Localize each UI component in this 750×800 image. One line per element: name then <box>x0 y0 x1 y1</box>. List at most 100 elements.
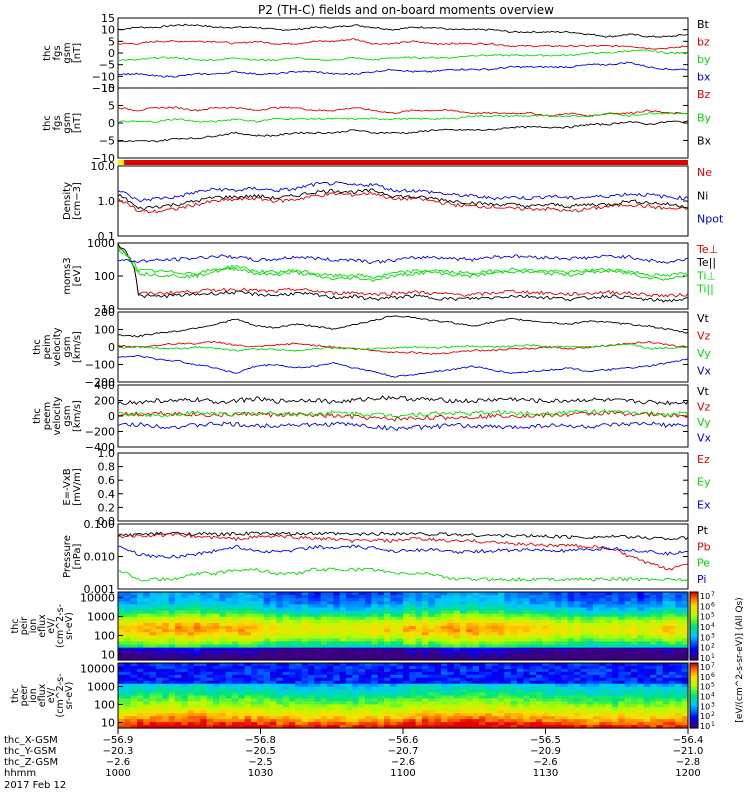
heatmap-cell <box>662 656 670 661</box>
heatmap-cell <box>536 698 543 702</box>
heatmap-cell <box>441 604 448 609</box>
heatmap-cell <box>390 692 398 697</box>
heatmap-cell <box>244 601 252 605</box>
heatmap-cell <box>358 644 366 649</box>
heatmap-cell <box>314 698 322 702</box>
heatmap-cell <box>415 638 423 643</box>
heatmap-cell <box>403 686 410 691</box>
heatmap-cell <box>466 613 474 618</box>
heatmap-cell <box>542 665 550 670</box>
heatmap-cell <box>270 601 277 605</box>
heatmap-cell <box>403 689 410 694</box>
heatmap-cell <box>460 610 467 615</box>
heatmap-cell <box>263 644 271 649</box>
heatmap-cell <box>130 613 138 618</box>
heatmap-cell <box>295 698 303 702</box>
heatmap-cell <box>181 626 189 630</box>
heatmap-cell <box>460 683 467 688</box>
heatmap-cell <box>650 713 657 717</box>
heatmap-cell <box>257 680 265 685</box>
colorbar-step-bottom <box>690 705 698 708</box>
heatmap-cell <box>605 610 613 615</box>
heatmap-cell <box>168 610 176 615</box>
heatmap-cell <box>428 632 436 636</box>
heatmap-cell <box>377 695 385 700</box>
heatmap-cell <box>194 647 201 652</box>
heatmap-cell <box>472 641 480 646</box>
heatmap-cell <box>137 647 144 652</box>
heatmap-cell <box>643 616 651 621</box>
heatmap-cell <box>358 641 366 646</box>
heatmap-cell <box>352 626 360 630</box>
heatmap-cell <box>301 665 309 670</box>
heatmap-cell <box>295 622 303 627</box>
heatmap-cell <box>485 644 493 649</box>
heatmap-cell <box>232 680 239 685</box>
heatmap-cell <box>162 725 170 729</box>
heatmap-cell <box>555 607 562 612</box>
heatmap-cell <box>358 622 366 627</box>
heatmap-cell <box>168 650 176 655</box>
legend-label: Vx <box>697 365 712 378</box>
heatmap-cell <box>523 674 531 679</box>
heatmap-cell <box>409 598 417 602</box>
heatmap-cell <box>339 592 347 596</box>
heatmap-cell <box>282 595 290 599</box>
y-tick-label: 0 <box>108 117 115 130</box>
heatmap-cell <box>548 725 556 729</box>
heatmap-cell <box>175 601 182 605</box>
heatmap-cell <box>358 698 366 702</box>
heatmap-cell <box>529 707 537 711</box>
heatmap-cell <box>479 713 486 717</box>
heatmap-cell <box>460 698 467 702</box>
heatmap-cell <box>358 613 366 618</box>
heatmap-cell <box>529 719 537 723</box>
heatmap-cell <box>561 641 569 646</box>
heatmap-cell <box>453 656 461 661</box>
heatmap-cell <box>479 665 486 670</box>
heatmap-cell <box>295 641 303 646</box>
heatmap-cell <box>618 713 626 717</box>
heatmap-cell <box>162 707 170 711</box>
heatmap-cell <box>232 598 239 602</box>
heatmap-cell <box>498 716 505 720</box>
heatmap-cell <box>251 616 258 621</box>
heatmap-cell <box>510 647 518 652</box>
y-tick-label: 0 <box>108 47 115 60</box>
heatmap-cell <box>523 668 531 673</box>
heatmap-cell <box>605 704 613 708</box>
heatmap-cell <box>428 647 436 652</box>
heatmap-cell <box>238 635 246 639</box>
heatmap-cell <box>479 710 486 714</box>
heatmap-cell <box>599 719 607 723</box>
colorbar-step-top <box>690 593 698 596</box>
heatmap-cell <box>612 638 619 643</box>
heatmap-cell <box>263 713 271 717</box>
heatmap-cell <box>396 686 404 691</box>
heatmap-cell <box>631 607 638 612</box>
heatmap-cell <box>491 719 499 723</box>
heatmap-cell <box>593 622 600 627</box>
heatmap-cell <box>175 701 182 705</box>
heatmap-cell <box>574 663 581 667</box>
heatmap-cell <box>327 704 334 708</box>
heatmap-cell <box>681 641 689 646</box>
colorbar-step-top <box>690 634 698 637</box>
heatmap-cell <box>244 692 252 697</box>
heatmap-cell <box>232 653 239 658</box>
heatmap-cell <box>137 613 144 618</box>
heatmap-cell <box>567 677 575 682</box>
heatmap-cell <box>662 607 670 612</box>
heatmap-cell <box>441 653 448 658</box>
heatmap-cell <box>669 689 676 694</box>
heatmap-cell <box>270 701 277 705</box>
heatmap-cell <box>460 629 467 633</box>
heatmap-cell <box>124 701 132 705</box>
heatmap-cell <box>637 622 645 627</box>
heatmap-cell <box>599 677 607 682</box>
heatmap-cell <box>276 665 284 670</box>
heatmap-cell <box>276 663 284 667</box>
heatmap-cell <box>561 686 569 691</box>
heatmap-cell <box>580 629 588 633</box>
heatmap-cell <box>637 604 645 609</box>
